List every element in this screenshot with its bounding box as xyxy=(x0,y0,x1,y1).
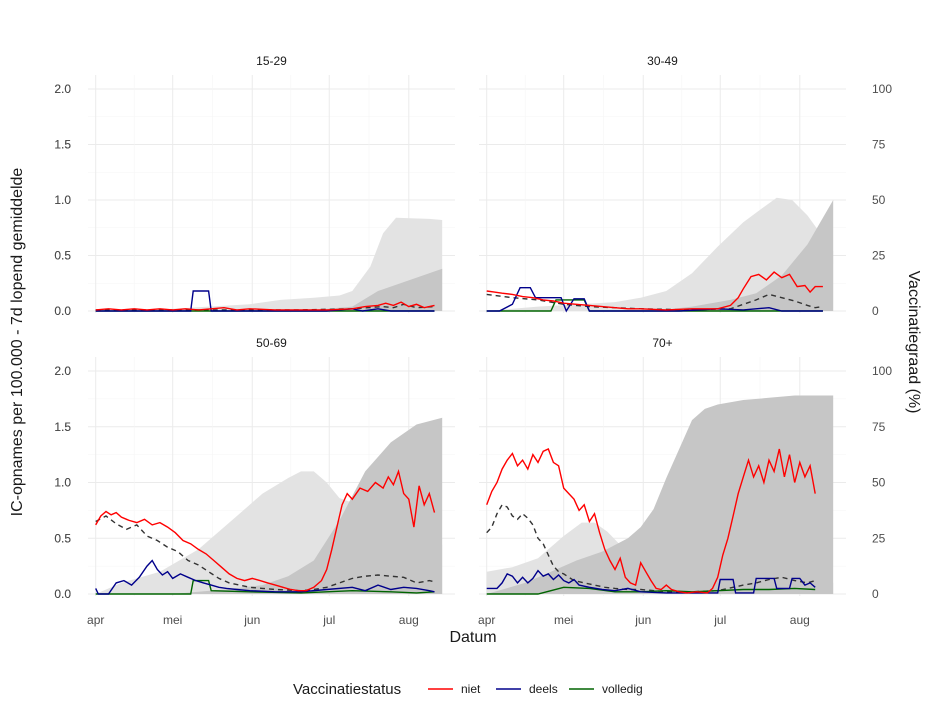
series-niet xyxy=(486,271,823,311)
panel-grid xyxy=(88,75,455,313)
y-tick-label: 0.5 xyxy=(54,249,71,263)
y-axis-left-title-text: IC-opnames per 100.000 - 7d lopend gemid… xyxy=(9,168,26,517)
y-axis-right-title: Vaccinatiegraad (%) xyxy=(905,271,922,414)
y-tick-label: 0.0 xyxy=(54,304,71,318)
area-dark xyxy=(486,200,834,311)
y-tick-label: 1.5 xyxy=(54,420,71,434)
x-tick-label: aug xyxy=(790,613,810,627)
area-dark xyxy=(95,268,443,311)
y2-tick-label: 25 xyxy=(872,531,886,545)
panel-title: 50-69 xyxy=(256,336,287,350)
x-axis-title: Datum xyxy=(449,629,496,646)
y2-tick-label: 50 xyxy=(872,476,886,490)
y-tick-label: 0.5 xyxy=(54,531,71,545)
x-tick-label: jul xyxy=(322,613,335,627)
y-axis-left-title: IC-opnames per 100.000 - 7d lopend gemid… xyxy=(9,168,26,517)
y-tick-label: 1.0 xyxy=(54,193,71,207)
y2-tick-label: 25 xyxy=(872,249,886,263)
y2-tick-label: 100 xyxy=(872,82,892,96)
x-tick-label: jun xyxy=(634,613,651,627)
series-niet xyxy=(95,469,436,592)
y-tick-label: 1.5 xyxy=(54,138,71,152)
y2-tick-label: 75 xyxy=(872,138,886,152)
legend-label-niet: niet xyxy=(461,682,481,696)
legend: Vaccinatiestatus niet deels volledig xyxy=(293,681,643,698)
panel-title: 30-49 xyxy=(647,54,678,68)
series-deels xyxy=(486,569,816,594)
y2-tick-label: 75 xyxy=(872,420,886,434)
y-tick-label: 1.5 xyxy=(54,138,71,152)
area-dark xyxy=(95,417,443,594)
panel-50-69: 50-69 0.0 0.5 1.0 1.5 2.0 apr mei jun jul aug xyxy=(54,336,455,627)
y2-tick-label: 0 xyxy=(872,304,879,318)
y-tick-label: 0.0 xyxy=(54,587,71,601)
x-tick-label: mei xyxy=(554,613,573,627)
series-total xyxy=(486,503,816,593)
y-tick-label: 2.0 xyxy=(54,82,71,96)
y-tick-label: 1.0 xyxy=(54,476,71,490)
y-tick-label: 2.0 xyxy=(54,82,71,96)
x-tick-label: jul xyxy=(713,613,726,627)
series-total xyxy=(95,515,435,592)
series-volledig xyxy=(95,579,435,595)
area-light xyxy=(95,217,443,311)
y-tick-label: 1.0 xyxy=(54,476,71,490)
legend-label-volledig: volledig xyxy=(602,682,643,696)
y-tick-label: 2.0 xyxy=(54,364,71,378)
series-deels xyxy=(95,559,435,595)
y-tick-label: 0.0 xyxy=(54,304,71,318)
x-tick-label: apr xyxy=(478,613,495,627)
y-tick-label: 0.0 xyxy=(54,587,71,601)
legend-label-deels: deels xyxy=(529,682,558,696)
x-tick-label: mei xyxy=(163,613,182,627)
panel-15-29: 15-29 0.0 0.5 1.0 1.5 2.0 xyxy=(54,54,455,318)
y-tick-label: 1.0 xyxy=(54,193,71,207)
y2-tick-label: 0 xyxy=(872,587,879,601)
area-dark xyxy=(486,395,834,594)
panel-title: 70+ xyxy=(652,336,672,350)
y-axis-right-title-text: Vaccinatiegraad (%) xyxy=(905,271,922,414)
y-tick-label: 0.5 xyxy=(54,531,71,545)
y-tick-label: 2.0 xyxy=(54,364,71,378)
series-volledig xyxy=(486,586,816,595)
panel-30-49: 30-49 0.0 0.5 1.0 1.5 2.0 0 25 50 75 100 xyxy=(54,54,892,318)
series-niet xyxy=(95,301,435,311)
series-deels xyxy=(95,290,435,312)
y2-tick-label: 100 xyxy=(872,364,892,378)
panels: 15-29 0.0 0.5 1.0 1.5 2.0 30-49 0.0 0.5 1.0 1.5 2.0… xyxy=(54,54,892,627)
series-niet xyxy=(486,448,816,594)
y2-tick-label: 50 xyxy=(872,193,886,207)
x-tick-label: aug xyxy=(399,613,419,627)
x-tick-label: jun xyxy=(243,613,260,627)
series-deels xyxy=(486,287,823,313)
x-tick-label: apr xyxy=(87,613,104,627)
legend-title: Vaccinatiestatus xyxy=(293,681,401,698)
panel-title: 15-29 xyxy=(256,54,287,68)
y-tick-label: 1.5 xyxy=(54,420,71,434)
panel-70+: 70+ 0.0 0.5 1.0 1.5 2.0 0 25 50 75 100 apr mei jun jul… xyxy=(54,336,892,627)
y-tick-label: 0.5 xyxy=(54,249,71,263)
